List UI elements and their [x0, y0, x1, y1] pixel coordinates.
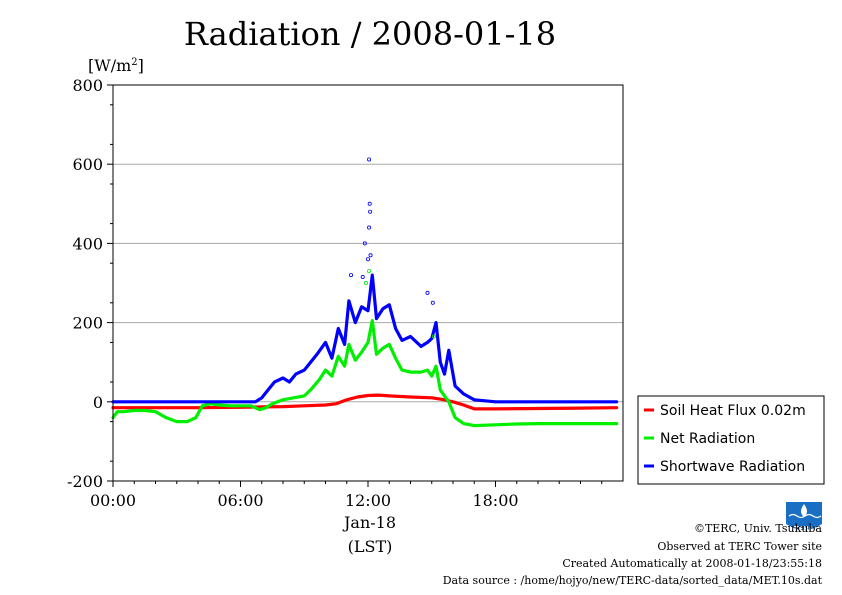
x-axis-ticks: 00:00 06:00 12:00 18:00	[90, 481, 603, 510]
footer-copyright: ©TERC, Univ. Tsukuba	[694, 522, 822, 535]
x-axis-label: (LST)	[348, 537, 393, 556]
legend-label: Shortwave Radiation	[660, 459, 805, 475]
terc-logo: TERC	[786, 502, 822, 533]
outlier-point	[368, 253, 373, 258]
outlier-point	[431, 334, 436, 339]
y-axis-label: [W/m2]	[88, 56, 144, 75]
plot-frame	[112, 84, 624, 482]
series-line-1	[111, 393, 619, 411]
series-line-2	[111, 319, 619, 428]
series-line-3	[111, 273, 619, 404]
x-tick-label: 00:00	[90, 491, 136, 510]
chart-title: Radiation / 2008-01-18	[184, 15, 556, 53]
y-tick-label: -200	[67, 472, 103, 491]
outlier-point	[363, 280, 368, 285]
outlier-point	[367, 225, 372, 230]
footer-created: Created Automatically at 2008-01-18/23:5…	[562, 557, 822, 570]
outlier-point	[365, 257, 370, 262]
y-tick-label: 0	[93, 393, 103, 412]
outlier-point	[367, 157, 372, 162]
outlier-point	[348, 273, 353, 278]
outlier-point	[367, 201, 372, 206]
y-tick-label: 400	[72, 234, 103, 253]
x-tick-label: 06:00	[217, 491, 263, 510]
outlier-points	[348, 157, 436, 339]
x-axis-date-label: Jan-18	[342, 513, 396, 532]
x-tick-label: 18:00	[472, 491, 518, 510]
legend-label: Soil Heat Flux 0.02m	[660, 403, 806, 419]
y-axis-ticks: -200 0 200 400 600 800	[67, 76, 113, 491]
logo-drop-icon	[801, 504, 807, 517]
series-lines	[111, 273, 619, 428]
logo-text: TERC	[794, 525, 814, 533]
outlier-point	[425, 290, 430, 295]
y-tick-label: 800	[72, 76, 103, 95]
footer-source: Data source : /home/hojyo/new/TERC-data/…	[443, 574, 823, 587]
outlier-point	[362, 241, 367, 246]
y-tick-label: 600	[72, 155, 103, 174]
y-tick-label: 200	[72, 314, 103, 333]
x-tick-label: 12:00	[345, 491, 391, 510]
outlier-point	[430, 300, 435, 305]
outlier-point	[360, 275, 365, 280]
footer-site: Observed at TERC Tower site	[657, 540, 822, 553]
gridlines	[113, 163, 623, 403]
legend-label: Net Radiation	[660, 431, 755, 447]
legend-box	[637, 395, 825, 485]
legend: Soil Heat Flux 0.02m Net Radiation Shortwa…	[637, 395, 825, 485]
outlier-point	[367, 269, 372, 274]
logo-wave-icon	[788, 513, 822, 519]
outlier-point	[368, 209, 373, 214]
